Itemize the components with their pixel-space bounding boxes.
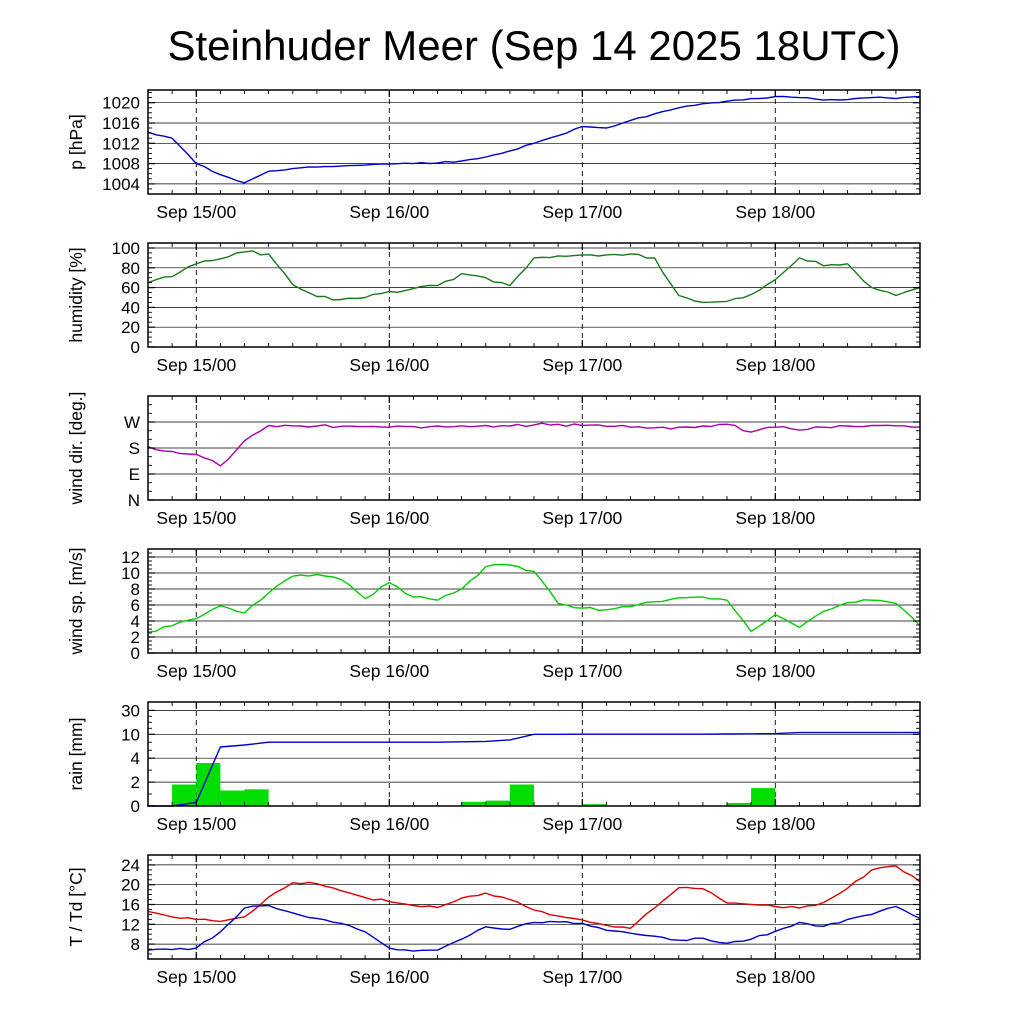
y-tick-label: S [129, 439, 140, 458]
y-tick-label: 12 [121, 548, 140, 567]
rain-bar [196, 763, 221, 806]
y-tick-label: E [129, 465, 140, 484]
x-tick-label: Sep 16/00 [349, 814, 429, 834]
y-tick-label: 4 [131, 749, 140, 768]
y-tick-label: 40 [121, 298, 140, 317]
x-tick-label: Sep 18/00 [735, 967, 815, 987]
x-tick-label: Sep 18/00 [735, 661, 815, 681]
chart-title: Steinhuder Meer (Sep 14 2025 18UTC) [167, 22, 901, 69]
y-axis-label: p [hPa] [66, 114, 86, 169]
x-tick-label: Sep 15/00 [156, 967, 236, 987]
x-tick-label: Sep 17/00 [542, 355, 622, 375]
y-tick-label: 80 [121, 259, 140, 278]
y-tick-label: 100 [112, 239, 140, 258]
x-tick-label: Sep 16/00 [349, 355, 429, 375]
y-tick-label: 12 [121, 915, 140, 934]
x-tick-label: Sep 17/00 [542, 814, 622, 834]
y-tick-label: W [124, 413, 140, 432]
x-tick-label: Sep 18/00 [735, 355, 815, 375]
series-temperature [147, 865, 921, 930]
rain-bar [220, 790, 245, 806]
y-tick-label: 0 [131, 338, 140, 357]
rain-bar [244, 789, 269, 806]
y-tick-label: 24 [121, 856, 140, 875]
rain-bar [172, 784, 197, 806]
x-tick-label: Sep 16/00 [349, 967, 429, 987]
plot-frame [147, 89, 921, 195]
y-axis-label: rain [mm] [66, 718, 86, 791]
y-tick-label: 0 [131, 644, 140, 663]
x-tick-label: Sep 15/00 [156, 202, 236, 222]
x-tick-label: Sep 17/00 [542, 202, 622, 222]
x-tick-label: Sep 15/00 [156, 508, 236, 528]
y-axis-label: T / Td [°C] [66, 867, 86, 946]
x-tick-label: Sep 18/00 [735, 508, 815, 528]
y-tick-label: 4 [131, 612, 140, 631]
x-tick-label: Sep 15/00 [156, 814, 236, 834]
plot-frame [147, 548, 921, 654]
y-tick-label: N [128, 491, 140, 510]
y-tick-label: 1008 [102, 155, 140, 174]
y-axis-label: wind dir. [deg.] [66, 392, 86, 506]
y-tick-label: 1012 [102, 134, 140, 153]
x-tick-label: Sep 18/00 [735, 202, 815, 222]
y-tick-label: 16 [121, 896, 140, 915]
y-tick-label: 10 [121, 725, 140, 744]
y-tick-label: 8 [131, 935, 140, 954]
panel-rain: 0 2 4 10 30 Sep 15/00 Sep 16/00 Sep 17/00 Sep 18… [66, 701, 921, 834]
series-cumulative-rain [147, 731, 921, 807]
rain-bar [727, 803, 752, 806]
y-tick-label: 0 [131, 797, 140, 816]
x-tick-label: Sep 17/00 [542, 508, 622, 528]
x-tick-label: Sep 15/00 [156, 661, 236, 681]
series-humidity [147, 250, 921, 304]
y-tick-label: 60 [121, 279, 140, 298]
series-pressure [147, 95, 921, 184]
rain-bar [461, 801, 486, 806]
x-tick-label: Sep 15/00 [156, 355, 236, 375]
y-tick-label: 20 [121, 876, 140, 895]
x-tick-label: Sep 18/00 [735, 814, 815, 834]
rain-bar [485, 800, 510, 806]
x-tick-label: Sep 17/00 [542, 661, 622, 681]
series-dew-point [147, 904, 921, 952]
y-tick-label: 10 [121, 564, 140, 583]
x-tick-label: Sep 16/00 [349, 202, 429, 222]
y-axis-label: wind sp. [m/s] [66, 548, 86, 656]
rain-bar [751, 788, 776, 806]
y-tick-label: 20 [121, 318, 140, 337]
x-tick-label: Sep 16/00 [349, 508, 429, 528]
y-tick-label: 30 [121, 701, 140, 720]
series-wind-speed [147, 563, 921, 633]
y-axis-label: humidity [%] [66, 247, 86, 342]
y-tick-label: 1020 [102, 94, 140, 113]
series-wind-direction [147, 422, 921, 467]
y-tick-label: 2 [131, 628, 140, 647]
rain-bar [582, 804, 607, 806]
y-tick-label: 6 [131, 596, 140, 615]
meteogram: 1004 1008 1012 1016 1020 Sep 15/00 Sep 16/00 Se… [0, 82, 1024, 1000]
y-tick-label: 1004 [102, 175, 140, 194]
y-tick-label: 2 [131, 773, 140, 792]
x-tick-label: Sep 17/00 [542, 967, 622, 987]
x-tick-label: Sep 16/00 [349, 661, 429, 681]
y-tick-label: 8 [131, 580, 140, 599]
y-tick-label: 1016 [102, 114, 140, 133]
rain-bar [509, 784, 534, 806]
